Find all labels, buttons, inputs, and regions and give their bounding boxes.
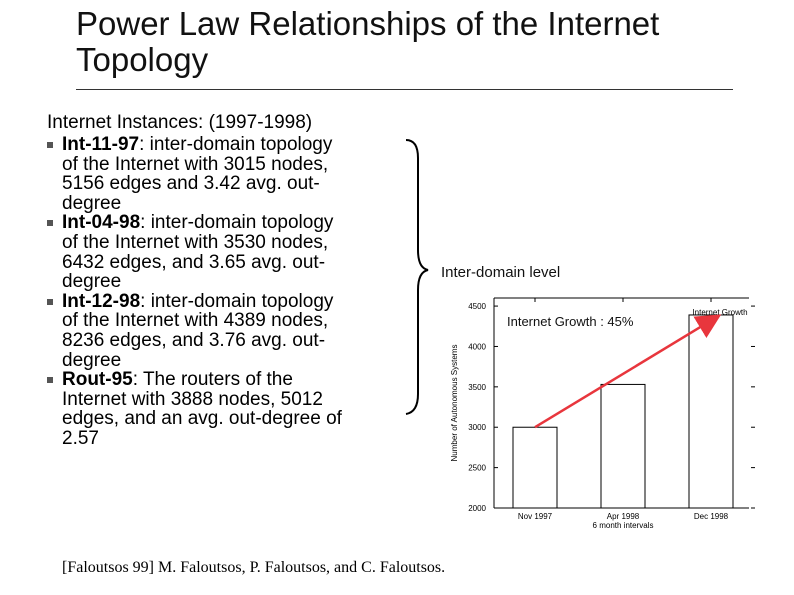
instance-description: : inter-domain topology (140, 290, 334, 312)
instance-list: Int-11-97: inter-domain topology of the I… (47, 135, 427, 449)
instance-description-line: Internet with 3888 nodes, 5012 (62, 388, 323, 410)
y-tick-label: 2500 (468, 464, 486, 473)
bar (600, 383, 646, 509)
title-underline (76, 89, 733, 90)
instance-description: : The routers of the (132, 369, 293, 391)
list-item: Int-04-98: inter-domain topology of the I… (47, 213, 427, 291)
bullet-square-icon (47, 220, 53, 227)
y-tick-label: 4500 (468, 302, 486, 311)
bar (688, 314, 734, 509)
instance-name: Int-11-97 (62, 134, 140, 155)
instance-description-line: 8236 edges, and 3.76 avg. out- (62, 329, 326, 351)
growth-annotation: Internet Growth : 45% (507, 314, 634, 329)
instance-description-line: 2.57 (62, 427, 99, 449)
instance-description-line: of the Internet with 3015 nodes, (62, 153, 329, 175)
x-tick-label: Nov 1997 (518, 512, 553, 521)
y-tick-label: 3000 (468, 423, 486, 432)
brace-label: Inter-domain level (441, 264, 560, 281)
instance-description-line: of the Internet with 4389 nodes, (62, 310, 329, 332)
y-axis-label: Number of Autonomous Systems (450, 345, 459, 462)
y-tick-label: 3500 (468, 383, 486, 392)
instance-description-line: 6432 edges, and 3.65 avg. out- (62, 251, 326, 273)
instance-description-line: degree (62, 349, 122, 371)
bullet-square-icon (47, 142, 53, 148)
instance-description: : inter-domain topology (140, 212, 334, 234)
bar (512, 426, 558, 509)
bullet-square-icon (47, 377, 53, 384)
intro-text: Internet Instances: (1997-1998) (47, 112, 313, 133)
instance-description-line: of the Internet with 3530 nodes, (62, 231, 329, 253)
brace-icon (405, 139, 429, 415)
instance-name: Int-12-98 (62, 290, 141, 312)
slide-title: Power Law Relationships of the Internet … (76, 5, 660, 78)
reference-text: [Faloutsos 99] M. Faloutsos, P. Faloutso… (62, 559, 446, 576)
instance-description-line: degree (62, 192, 122, 214)
y-tick-label: 2000 (468, 504, 486, 513)
x-tick-label: Dec 1998 (694, 512, 729, 521)
instance-description-line: 5156 edges and 3.42 avg. out- (62, 173, 320, 195)
growth-arrow (534, 314, 722, 429)
y-tick-label: 4000 (468, 342, 486, 351)
list-item: Int-11-97: inter-domain topology of the I… (47, 135, 427, 213)
instance-description-line: edges, and an avg. out-degree of (62, 408, 342, 430)
instance-description: : inter-domain topology (139, 134, 333, 155)
x-axis-label: 6 month intervals (593, 521, 654, 530)
instance-description-line: degree (62, 271, 122, 293)
x-tick-label: Apr 1998 (607, 512, 640, 521)
instance-name: Rout-95 (62, 369, 133, 391)
list-item: Rout-95: The routers of the Internet with… (47, 370, 427, 448)
chart-title: Internet Growth (692, 308, 747, 317)
instance-name: Int-04-98 (62, 212, 141, 234)
bullet-square-icon (47, 298, 53, 305)
list-item: Int-12-98: inter-domain topology of the I… (47, 290, 427, 371)
